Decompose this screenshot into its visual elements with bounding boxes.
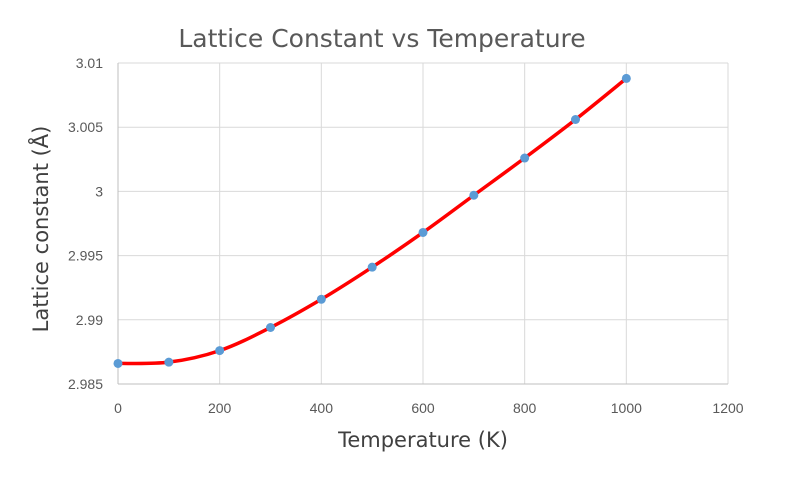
x-tick-label: 1000 [611, 400, 642, 416]
x-tick-label: 600 [411, 400, 435, 416]
data-point [520, 153, 530, 163]
data-point [621, 73, 631, 83]
data-point [266, 323, 275, 333]
x-tick-label: 1200 [712, 400, 743, 416]
series-line [117, 77, 628, 366]
x-tick-label: 400 [310, 400, 334, 416]
x-tick-label: 0 [114, 400, 122, 416]
y-tick-label: 2.985 [68, 376, 103, 392]
gridlines [118, 62, 729, 384]
x-axis-title: Temperature (K) [337, 428, 508, 452]
y-axis-title: Lattice constant (Å) [27, 126, 53, 333]
data-point [164, 357, 174, 367]
y-tick-label: 2.995 [68, 248, 103, 264]
data-point [571, 114, 580, 124]
data-point [215, 346, 225, 356]
x-tick-label: 800 [513, 400, 537, 416]
y-tick-label: 3.01 [76, 55, 103, 71]
y-tick-label: 3 [95, 183, 103, 199]
series-layer [113, 73, 631, 368]
data-point [469, 190, 479, 200]
data-point [316, 294, 326, 304]
tick-labels: 0 200 400 600 800 1000 1200 2.985 2.99 2.995 3 3.00… [68, 55, 744, 416]
data-point [418, 227, 428, 237]
y-tick-label: 3.005 [68, 119, 103, 135]
x-tick-label: 200 [208, 400, 232, 416]
chart-title: Lattice Constant vs Temperature [178, 24, 585, 53]
data-point [367, 262, 377, 272]
data-point [113, 358, 123, 368]
y-tick-label: 2.99 [76, 312, 103, 328]
axes [117, 63, 728, 385]
